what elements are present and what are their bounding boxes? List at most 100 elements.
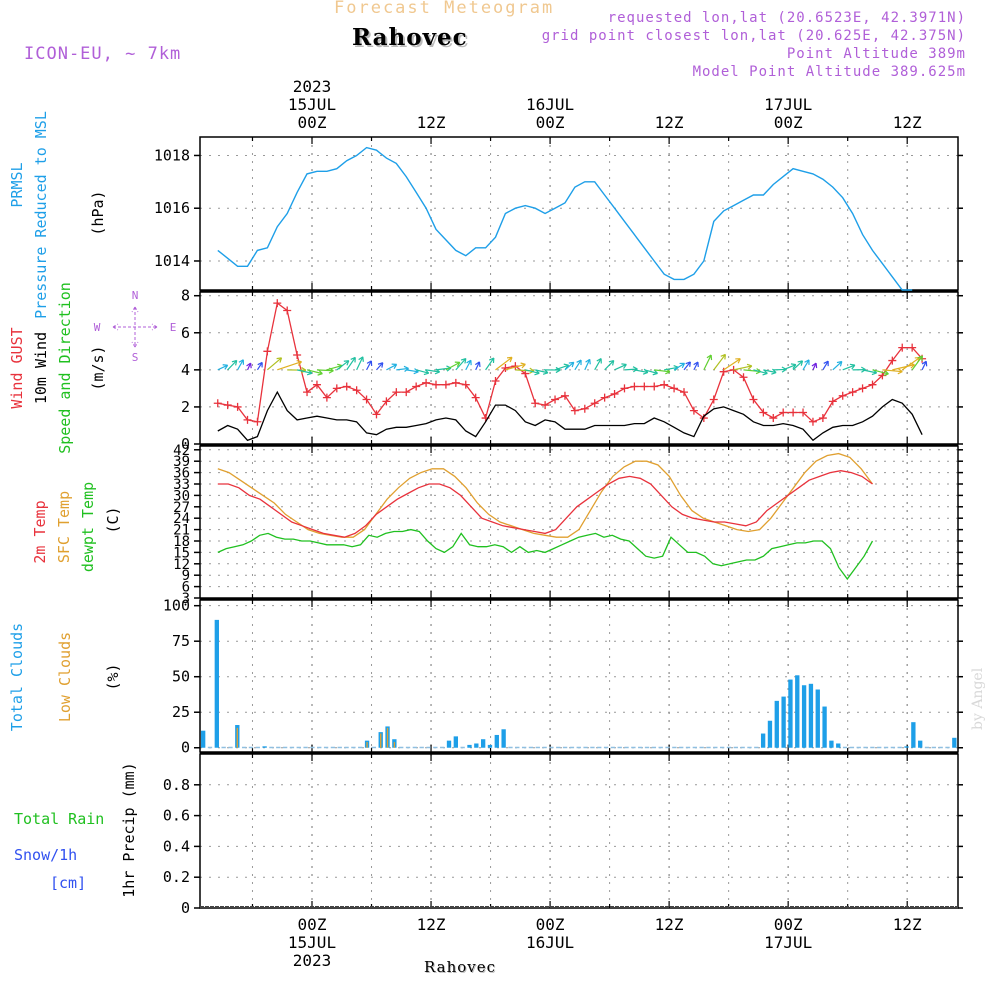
wind-direction-arrow <box>564 361 575 371</box>
wind-gust-marker <box>808 417 817 426</box>
y-tick-label: 6 <box>181 324 190 342</box>
wind-direction-arrow <box>872 369 889 376</box>
y-tick-label: 42 <box>173 443 190 459</box>
cloud-baseline-mark <box>221 746 226 749</box>
cloud-baseline-mark <box>282 746 288 749</box>
wind-gust-marker <box>432 380 440 389</box>
time-tick-label-top: 12Z <box>655 113 684 132</box>
cloud-baseline-mark <box>405 746 411 749</box>
cloud-baseline-mark <box>371 746 377 749</box>
cloud-baseline-mark <box>856 746 861 749</box>
wind-gust-marker <box>689 406 698 415</box>
y-tick-label: 15 <box>173 545 190 561</box>
date-label-top: 16JUL <box>526 95 574 114</box>
cloud-baseline-mark <box>842 746 848 749</box>
label-total-rain: Total Rain <box>14 810 104 828</box>
wind-gust-marker <box>253 417 262 426</box>
wind-gust-marker <box>560 391 569 400</box>
cloud-baseline-mark <box>337 746 342 749</box>
wind-direction-arrow <box>594 358 602 371</box>
wind-direction-arrow <box>465 359 472 371</box>
y-tick-label: 39 <box>173 454 190 470</box>
total-cloud-bar <box>918 740 923 748</box>
total-cloud-bar <box>494 734 499 748</box>
compass-letter: S <box>132 351 139 364</box>
wind-gust-marker <box>868 380 877 389</box>
wind-direction-arrow <box>277 359 302 371</box>
wind-direction-arrow <box>535 368 549 375</box>
y-tick-label: 0 <box>181 739 190 757</box>
wind-gust-marker <box>749 395 758 404</box>
wind-gust-marker <box>739 373 748 382</box>
cloud-baseline-mark <box>883 746 889 749</box>
wind-gust-marker <box>719 367 728 376</box>
y-tick-label: 1014 <box>154 252 190 270</box>
cloud-baseline-mark <box>658 746 663 749</box>
cloud-baseline-mark <box>303 746 308 749</box>
cloud-baseline-mark <box>651 746 657 749</box>
wind-gust-marker <box>332 384 341 393</box>
y-tick-label: 18 <box>173 534 190 550</box>
wind-direction-arrow <box>336 360 350 371</box>
y-tick-label: 27 <box>173 500 190 516</box>
cloud-baseline-mark <box>665 746 670 749</box>
wind-10m-line <box>217 390 923 442</box>
total-cloud-bar <box>808 683 814 748</box>
y-tick-label: 2 <box>181 398 190 416</box>
date-label-top: 17JUL <box>764 95 812 114</box>
cloud-baseline-mark <box>528 746 534 749</box>
label-pressure-msl: Pressure Reduced to MSL <box>32 111 50 319</box>
time-tick-label-bottom: 00Z <box>298 915 327 934</box>
total-cloud-bar <box>201 730 206 748</box>
panel-2-frame <box>199 291 959 445</box>
label-precip-mm: 1hr Precip (mm) <box>120 762 138 897</box>
time-tick-label-bottom: 12Z <box>655 915 684 934</box>
total-cloud-bar <box>836 743 841 748</box>
wind-direction-arrow <box>832 360 843 371</box>
cloud-baseline-mark <box>603 746 609 749</box>
year-label-bottom: 2023 <box>293 951 332 970</box>
wind-gust-marker <box>680 388 688 397</box>
cloud-baseline-mark <box>938 746 943 749</box>
wind-direction-arrow <box>287 367 307 374</box>
cloud-baseline-mark <box>706 746 711 749</box>
wind-gust-marker <box>501 364 510 372</box>
wind-gust-marker <box>858 384 867 393</box>
y-tick-label: 3 <box>182 591 190 607</box>
wind-direction-arrow <box>217 364 229 371</box>
panel-1-frame <box>199 136 959 291</box>
cloud-baseline-mark <box>358 746 363 749</box>
y-tick-label: 50 <box>172 668 190 686</box>
time-tick-label-top: 00Z <box>298 113 327 132</box>
wind-gust-marker <box>759 408 768 417</box>
low-cloud-bar <box>236 727 238 748</box>
cloud-baseline-mark <box>945 746 950 749</box>
cloud-baseline-mark <box>624 746 629 749</box>
cloud-baseline-mark <box>549 746 554 749</box>
footer-station-name: Rahovec <box>424 958 497 976</box>
cloud-baseline-mark <box>931 746 937 749</box>
wind-direction-arrow <box>693 361 699 371</box>
cloud-baseline-mark <box>269 746 274 749</box>
label-dewpt-temp: dewpt Temp <box>79 482 97 572</box>
time-tick-label-top: 12Z <box>893 113 922 132</box>
wind-direction-arrow <box>376 362 384 371</box>
wind-gust-marker <box>838 391 847 400</box>
wind-gust-marker <box>590 399 599 408</box>
wind-direction-arrow <box>811 362 818 371</box>
cloud-baseline-mark <box>399 746 404 749</box>
wind-direction-arrow <box>256 361 263 371</box>
wind-direction-arrow <box>495 356 513 371</box>
total-cloud-bar <box>829 740 834 748</box>
wind-direction-arrow <box>733 363 753 371</box>
wind-gust-marker <box>441 380 450 389</box>
wind-gust-marker <box>620 384 629 393</box>
panel-1-grid <box>194 136 963 291</box>
y-tick-label: 24 <box>173 511 190 527</box>
cloud-baseline-mark <box>733 746 738 749</box>
cloud-baseline-mark <box>897 746 902 749</box>
panel-4-grid <box>194 599 963 753</box>
cloud-baseline-mark <box>644 746 650 749</box>
wind-direction-arrow <box>445 361 461 371</box>
